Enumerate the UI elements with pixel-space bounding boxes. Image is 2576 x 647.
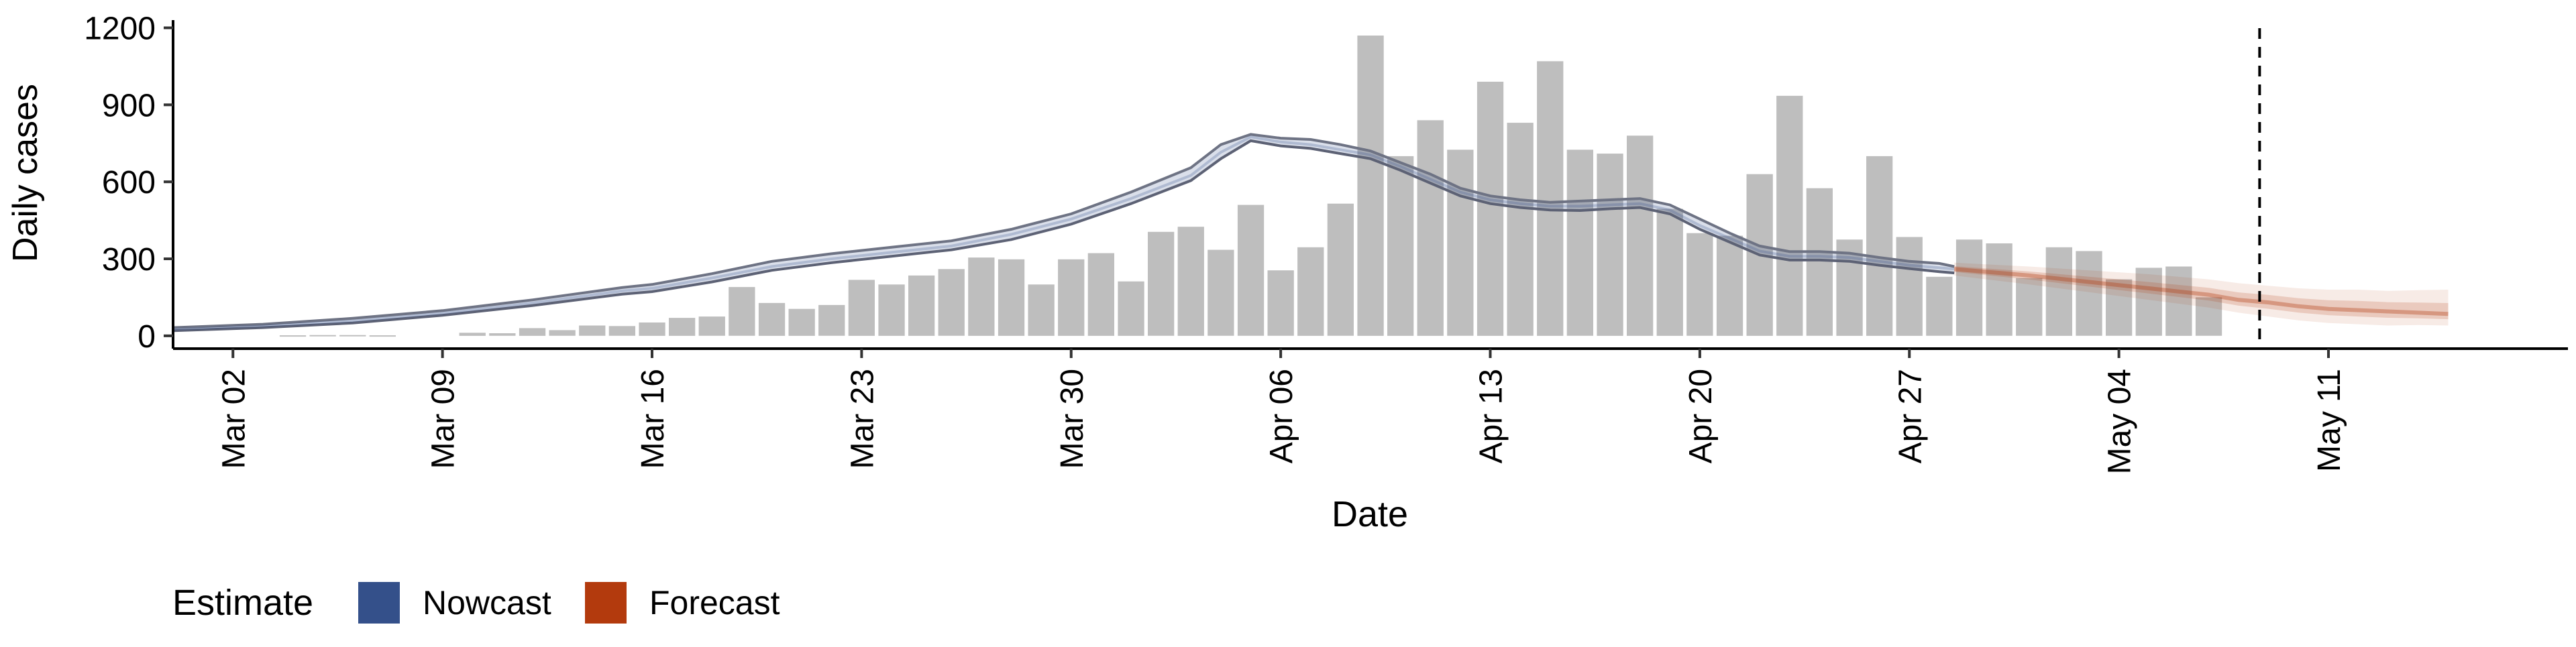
x-tick-label: May 04: [2102, 369, 2138, 474]
case-bar: [938, 269, 965, 336]
case-bar: [1716, 235, 1743, 336]
case-bar: [1955, 239, 1983, 336]
case-bar: [608, 326, 635, 336]
legend-label-forecast: Forecast: [649, 584, 780, 622]
case-bar: [968, 257, 995, 336]
x-tick-label: Apr 20: [1683, 369, 1719, 463]
case-bar: [1267, 270, 1294, 336]
case-bar: [1297, 247, 1324, 336]
case-bar: [1357, 36, 1384, 336]
y-axis-ticks: 0 300 600 900 1200: [84, 11, 173, 355]
nowcast-median-line: [172, 135, 1955, 331]
case-bar: [878, 284, 905, 336]
case-bars: [279, 36, 2222, 337]
legend-swatch-nowcast: [358, 582, 400, 624]
case-bar: [2016, 278, 2043, 336]
case-bar: [1028, 284, 1055, 336]
case-bar: [1447, 150, 1474, 336]
case-bar: [698, 316, 725, 336]
case-bar: [1597, 154, 1623, 336]
x-tick-label: May 11: [2312, 369, 2347, 472]
x-axis-label: Date: [1332, 494, 1408, 534]
case-bar: [2195, 297, 2222, 336]
case-bar: [1177, 227, 1204, 336]
x-tick-label: Apr 27: [1892, 369, 1928, 463]
case-bar: [788, 308, 815, 336]
y-tick-label: 300: [102, 242, 156, 278]
case-bar: [908, 275, 935, 336]
case-bar: [2165, 266, 2192, 336]
case-bar: [549, 330, 576, 336]
forecast-band-outer: [1954, 262, 2449, 326]
case-bar: [1686, 233, 1713, 336]
case-bar: [279, 335, 307, 337]
case-bar: [1896, 237, 1923, 336]
y-tick-label: 1200: [84, 11, 156, 46]
x-tick-label: Apr 06: [1264, 369, 1299, 463]
legend-swatch-forecast: [585, 582, 627, 624]
case-bar: [818, 304, 845, 336]
case-bar: [1866, 156, 1893, 336]
legend: Estimate Nowcast Forecast: [172, 582, 780, 624]
case-bar: [519, 328, 546, 336]
x-tick-label: Mar 30: [1055, 369, 1090, 469]
x-tick-label: Mar 02: [216, 369, 252, 469]
case-bar: [1566, 150, 1593, 336]
x-axis-ticks: Mar 02 Mar 09 Mar 16 Mar 23 Mar 30 Apr 06 Apr …: [216, 349, 2347, 474]
case-bar: [1656, 209, 1683, 336]
case-bar: [1237, 204, 1265, 336]
case-bar: [848, 280, 875, 336]
estimate-bands: [172, 133, 2449, 333]
case-bar: [1776, 95, 1803, 336]
case-bar: [2135, 268, 2162, 336]
nowcast-lower-line: [172, 139, 1955, 333]
case-bar: [1417, 120, 1444, 336]
case-bar: [1327, 203, 1354, 336]
x-tick-label: Mar 23: [845, 369, 880, 469]
nowcast-upper-line: [172, 133, 1955, 329]
case-bar: [459, 333, 486, 336]
case-bar: [1627, 135, 1654, 336]
case-bar: [729, 287, 755, 336]
legend-title: Estimate: [172, 583, 313, 623]
case-bar: [2076, 251, 2102, 336]
case-bar: [339, 335, 366, 337]
x-tick-label: Mar 09: [426, 369, 462, 469]
case-bar: [2106, 279, 2133, 336]
case-bar: [669, 318, 696, 336]
case-bar: [1058, 259, 1085, 336]
case-bar: [1986, 243, 2012, 336]
legend-label-nowcast: Nowcast: [423, 584, 551, 622]
case-bar: [1208, 249, 1234, 336]
x-tick-label: Mar 16: [635, 369, 671, 469]
forecast-band-inner: [1954, 266, 2449, 320]
axes: [172, 20, 2568, 350]
y-tick-label: 600: [102, 165, 156, 200]
case-bar: [1806, 188, 1833, 336]
case-bar: [639, 322, 665, 336]
x-tick-label: Apr 13: [1474, 369, 1509, 463]
case-bar: [309, 335, 336, 337]
case-bar: [1148, 231, 1175, 336]
case-bar: [998, 259, 1025, 336]
case-bar: [1118, 281, 1144, 336]
case-bar: [1087, 253, 1114, 336]
case-bar: [758, 302, 786, 336]
y-tick-label: 0: [138, 319, 156, 355]
case-bar: [1537, 61, 1564, 336]
y-tick-label: 900: [102, 88, 156, 123]
case-bar: [369, 335, 396, 337]
case-bar: [489, 333, 516, 336]
forecast-median-line: [1953, 267, 2449, 316]
case-bar: [1926, 276, 1953, 336]
case-bar: [1387, 156, 1414, 336]
case-bar: [2045, 247, 2072, 336]
case-bar: [1507, 123, 1534, 336]
y-axis-label: Daily cases: [6, 84, 45, 262]
case-bar: [579, 325, 606, 336]
case-bar: [1477, 81, 1504, 336]
